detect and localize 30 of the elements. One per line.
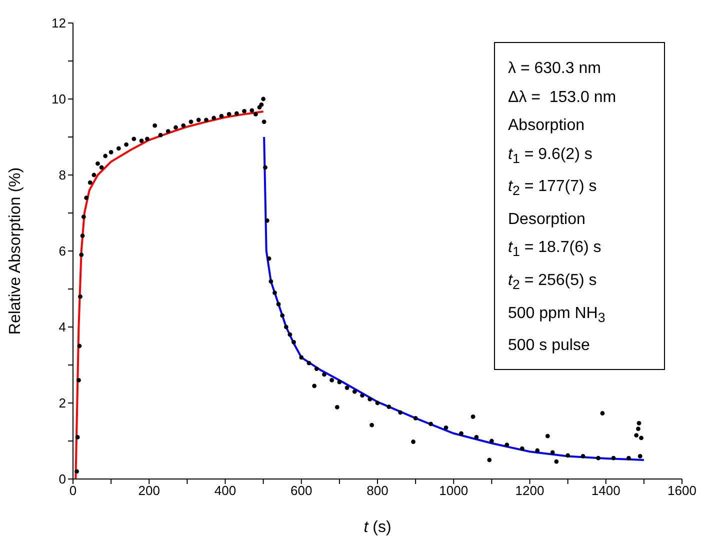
x-tick-label: 400 bbox=[214, 483, 236, 498]
y-tick-label: 6 bbox=[58, 244, 66, 259]
x-axis-title: t (s) bbox=[364, 519, 392, 536]
annotation: t$_{2}$ = 256(5) s bbox=[508, 271, 598, 294]
y-tick-label: 12 bbox=[52, 16, 66, 31]
y-axis-title: Relative Absorption (%) bbox=[7, 167, 24, 335]
x-tick-label: 200 bbox=[138, 483, 160, 498]
annotation: Absorption bbox=[508, 116, 586, 136]
annotation: t$_{2}$ = 177(7) s bbox=[508, 177, 598, 200]
x-tick-label: 1000 bbox=[439, 483, 468, 498]
line-series bbox=[263, 136, 645, 461]
annotation: λ = 630.3 nm bbox=[508, 59, 602, 79]
y-tick-label: 0 bbox=[58, 472, 66, 487]
annotation: t$_{1}$ = 18.7(6) s bbox=[508, 238, 602, 262]
x-tick-label: 1200 bbox=[515, 483, 544, 498]
y-tick-label: 10 bbox=[52, 92, 66, 107]
y-tick-label: 4 bbox=[58, 320, 66, 335]
x-tick-label: 1400 bbox=[591, 483, 620, 498]
x-tick-label: 1600 bbox=[668, 483, 696, 498]
annotation: t$_{1}$ = 9.6(2) s bbox=[508, 144, 594, 168]
y-tick-label: 2 bbox=[58, 396, 66, 411]
y-tick-label: 8 bbox=[58, 168, 66, 183]
x-tick-label: 0 bbox=[69, 483, 77, 498]
annotation: 500 ppm NH$_{3}$ bbox=[508, 304, 606, 327]
x-tick-label: 600 bbox=[290, 483, 312, 498]
x-tick-label: 800 bbox=[366, 483, 388, 498]
annotation: Δλ = 153.0 nm bbox=[508, 88, 618, 108]
annotation: 500 s pulse bbox=[508, 336, 591, 356]
line-series bbox=[74, 110, 264, 479]
annotation: Desorption bbox=[508, 210, 586, 230]
